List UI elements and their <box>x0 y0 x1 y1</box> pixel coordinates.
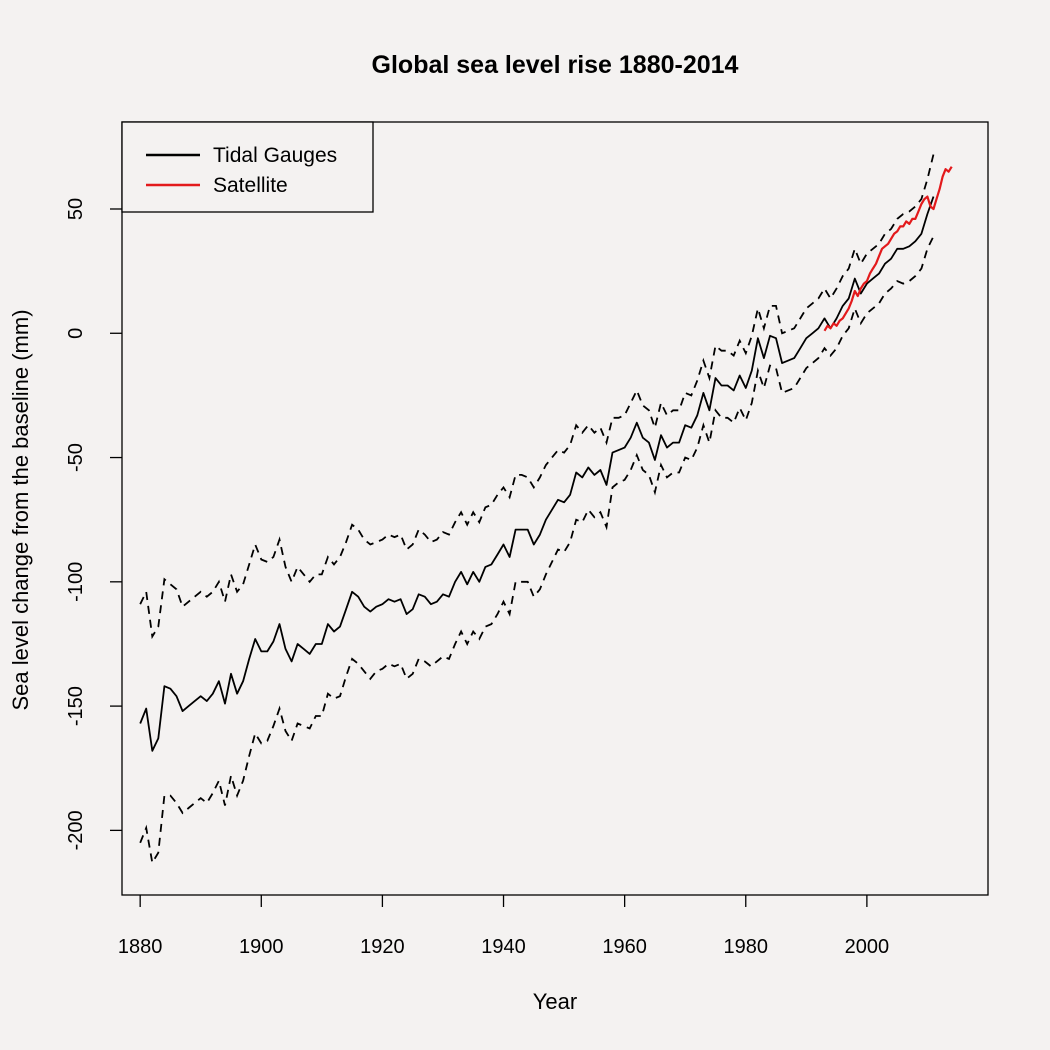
x-tick-label-1920: 1920 <box>360 936 405 958</box>
series-tidal-gauges-lower-bound <box>139 235 935 866</box>
x-axis: 1880 1900 1920 1940 1960 1980 2000 <box>118 895 889 958</box>
x-tick-label-1880: 1880 <box>118 936 163 958</box>
legend-box <box>121 121 374 213</box>
x-axis-label: Year <box>533 989 577 1014</box>
series-layer <box>139 154 953 866</box>
y-tick-label-0: 0 <box>65 328 87 339</box>
x-tick-label-1980: 1980 <box>724 936 769 958</box>
chart-title: Global sea level rise 1880-2014 <box>372 51 739 79</box>
x-tick-label-1940: 1940 <box>481 936 526 958</box>
y-tick-label-50: 50 <box>65 198 87 220</box>
legend-label-satellite: Satellite <box>213 174 288 197</box>
x-tick-label-1960: 1960 <box>602 936 647 958</box>
series-satellite-line <box>823 166 953 332</box>
plot-frame <box>121 121 989 896</box>
y-tick-label--200: -200 <box>65 810 87 850</box>
y-axis-label: Sea level change from the baseline (mm) <box>8 309 33 710</box>
y-axis: -200 -150 -100 -50 0 50 <box>65 198 122 850</box>
x-tick-label-1900: 1900 <box>239 936 284 958</box>
legend: Tidal Gauges Satellite <box>121 121 374 213</box>
x-tick-label-2000: 2000 <box>845 936 890 958</box>
series-tidal-gauges-line <box>139 196 935 752</box>
y-tick-label--100: -100 <box>65 562 87 602</box>
y-tick-label--150: -150 <box>65 686 87 726</box>
legend-label-tidal-gauges: Tidal Gauges <box>213 144 337 167</box>
y-tick-label--50: -50 <box>65 443 87 472</box>
series-tidal-gauges-upper-bound <box>139 154 935 640</box>
